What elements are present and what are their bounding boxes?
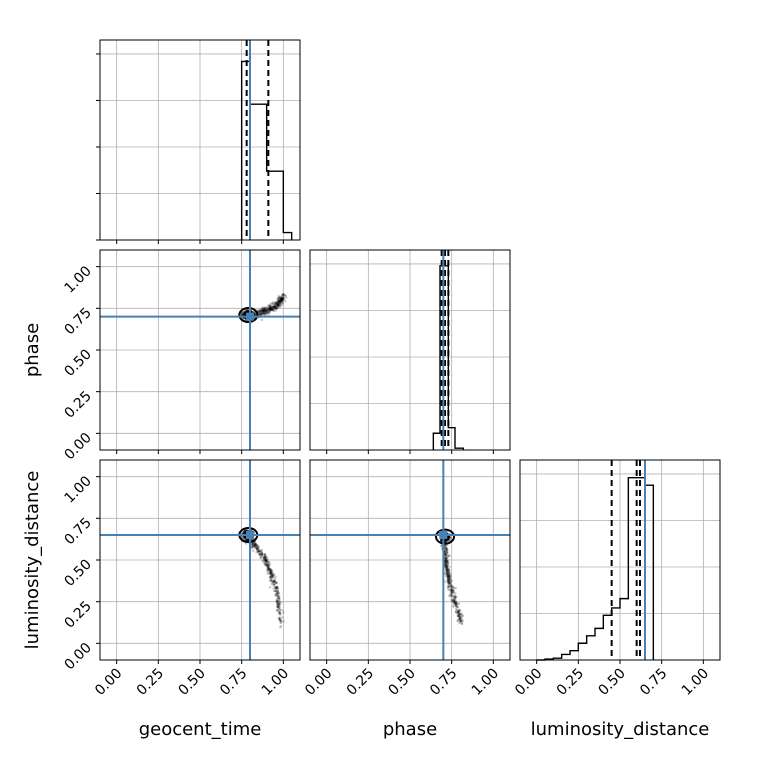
truth-marker-geocent_time-vs-phase (246, 312, 254, 321)
x-tick-label: 0.25 (554, 666, 587, 699)
x-tick-label: 1.00 (679, 666, 712, 699)
x-tick-label: 0.50 (595, 666, 628, 699)
contour-geocent_time-vs-phase (238, 307, 259, 323)
samples-geocent_time-vs-luminosity_distance (240, 529, 285, 629)
x-tick-label: 1.00 (469, 666, 502, 699)
x-tick-label: 0.75 (427, 666, 460, 699)
x-tick-label: 0.75 (217, 666, 250, 699)
x-tick-label: 0.00 (512, 666, 545, 699)
x-tick-label: 0.50 (385, 666, 418, 699)
y-tick-label: 0.25 (61, 598, 94, 631)
truth-marker-geocent_time-vs-luminosity_distance (246, 531, 254, 539)
y-tick-label: 1.00 (61, 263, 94, 296)
x-tick-label: 0.75 (637, 666, 670, 699)
histogram-geocent_time (240, 60, 293, 240)
histogram-phase (432, 265, 465, 450)
x-tick-label: 0.50 (175, 666, 208, 699)
y-tick-label: 0.50 (61, 347, 94, 380)
samples-phase-vs-luminosity_distance (436, 530, 465, 626)
x-axis-label-phase: phase (383, 719, 437, 740)
x-axis-label-geocent_time: geocent_time (139, 719, 262, 740)
y-axis-label-phase: phase (22, 323, 43, 377)
x-tick-label: 0.25 (344, 666, 377, 699)
y-tick-label: 1.00 (61, 473, 94, 506)
y-tick-label: 0.25 (61, 388, 94, 421)
y-tick-label: 0.00 (61, 430, 94, 463)
y-tick-label: 0.50 (61, 557, 94, 590)
x-tick-label: 0.00 (92, 666, 125, 699)
histogram-luminosity_distance (536, 477, 655, 661)
y-tick-label: 0.75 (61, 515, 94, 548)
y-tick-label: 0.00 (61, 640, 94, 673)
x-tick-label: 0.25 (134, 666, 167, 699)
x-tick-label: 0.00 (302, 666, 335, 699)
x-axis-label-luminosity_distance: luminosity_distance (531, 719, 710, 740)
y-tick-label: 0.75 (61, 305, 94, 338)
x-tick-label: 1.00 (259, 666, 292, 699)
contour-phase-vs-luminosity_distance (435, 528, 455, 545)
y-axis-label-luminosity_distance: luminosity_distance (22, 471, 43, 650)
truth-marker-phase-vs-luminosity_distance (439, 531, 448, 539)
